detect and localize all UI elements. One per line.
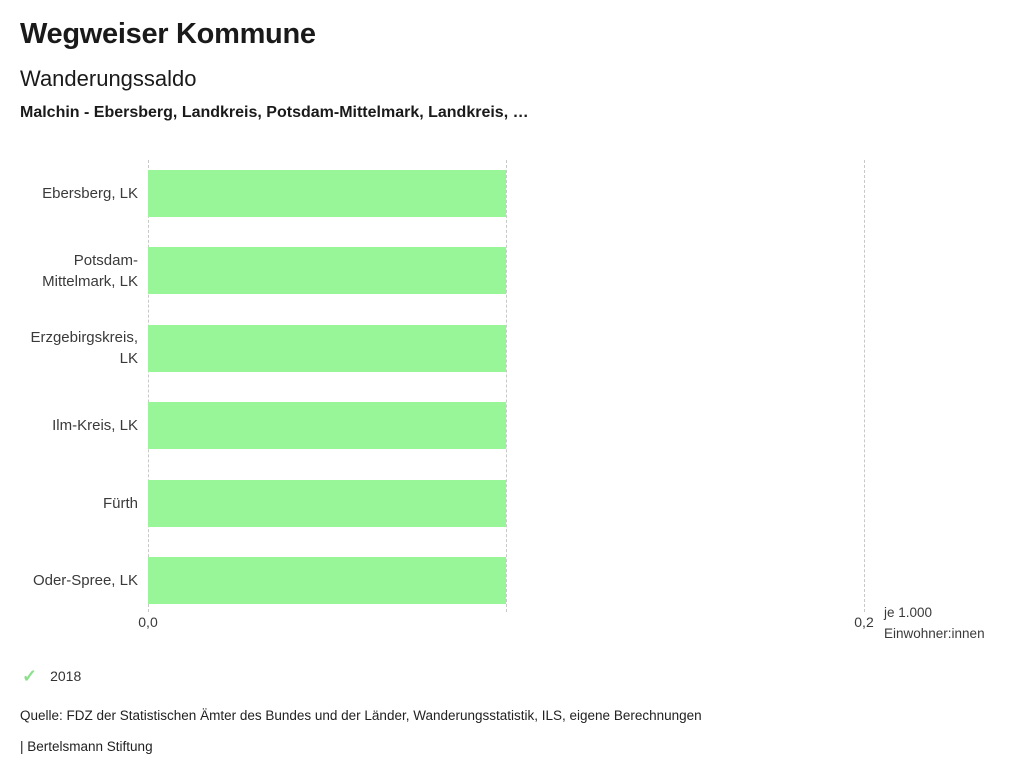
bar-row: Erzgebirgskreis, LK [20, 324, 864, 372]
axis-unit-label: je 1.000 Einwohner:innen [884, 602, 985, 644]
category-label: Ebersberg, LK [42, 185, 138, 202]
chart-title: Wanderungssaldo [20, 66, 197, 91]
category-label: Potsdam-Mittelmark, LK [42, 251, 138, 290]
bar-track [148, 324, 864, 372]
bar [148, 247, 506, 295]
bar-track [148, 170, 864, 217]
check-icon: ✓ [22, 666, 38, 686]
bar [148, 324, 506, 372]
x-tick-max: 0,2 [854, 614, 874, 630]
axis-unit-line2: Einwohner:innen [884, 626, 985, 641]
page-title: Wegweiser Kommune [20, 18, 316, 50]
bar-row: Fürth [20, 479, 864, 527]
bar-row: Ilm-Kreis, LK [20, 402, 864, 450]
category-label: Oder-Spree, LK [32, 571, 138, 589]
gridline-mid [506, 160, 507, 612]
chart-subtitle: Malchin - Ebersberg, Landkreis, Potsdam-… [20, 104, 529, 121]
bar-track [148, 247, 864, 295]
bar [148, 479, 506, 527]
legend-year-label: 2018 [50, 668, 82, 684]
category-label: Ilm-Kreis, LK [52, 417, 138, 435]
gridline-zero [148, 160, 149, 612]
bar-track [148, 556, 864, 604]
plot-area: 0,0 0,2 je 1.000 Einwohner:innen [138, 160, 985, 641]
x-tick-min: 0,0 [138, 614, 158, 630]
axis-unit-line1: je 1.000 [884, 605, 933, 620]
bar [148, 402, 506, 450]
bar [148, 170, 506, 217]
bar-row: Potsdam-Mittelmark, LK [20, 247, 864, 295]
attribution-text: | Bertelsmann Stiftung [20, 739, 153, 754]
gridline-max [864, 160, 865, 612]
bar-rows: Ebersberg, LK Potsdam-Mittelmark, LK Erz… [20, 170, 864, 604]
bar [148, 556, 506, 604]
category-label: Fürth [102, 494, 138, 512]
bar-row: Oder-Spree, LK [20, 556, 864, 604]
bar-row: Ebersberg, LK [20, 170, 864, 217]
source-text: Quelle: FDZ der Statistischen Ämter des … [20, 708, 702, 723]
bar-track [148, 479, 864, 527]
bar-track [148, 402, 864, 450]
legend: ✓ 2018 [22, 667, 81, 685]
category-label: Erzgebirgskreis, LK [30, 329, 138, 368]
